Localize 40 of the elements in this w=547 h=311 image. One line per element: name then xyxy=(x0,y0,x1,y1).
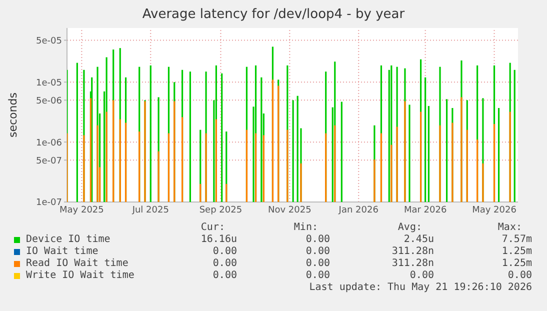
text: 0.00 xyxy=(212,246,237,257)
text: 0.00 xyxy=(212,258,237,269)
y-axis-title: seconds xyxy=(6,92,20,138)
legend-label: Write IO Wait time xyxy=(26,270,134,281)
y-tick-label: 5e-07 xyxy=(36,156,62,166)
text: 2.45u xyxy=(404,234,434,245)
text: Cur: xyxy=(200,222,225,233)
legend-label: IO Wait time xyxy=(26,246,98,257)
text: 0.00 xyxy=(306,234,330,245)
legend-label: Read IO Wait time xyxy=(26,258,128,269)
x-tick-label: Sep 2025 xyxy=(199,205,242,216)
text: 0.00 xyxy=(508,270,532,281)
text: 1.25m xyxy=(502,258,532,269)
text: 16.16u xyxy=(200,234,237,245)
y-tick-label: 5e-05 xyxy=(36,36,62,46)
text: 0.00 xyxy=(306,270,330,281)
text: Last update: Thu May 21 19:26:10 2026 xyxy=(309,282,532,293)
text: 311.28n xyxy=(392,258,434,269)
text: 1.25m xyxy=(502,246,532,257)
y-tick-label: 1e-06 xyxy=(36,138,62,148)
text: 0.00 xyxy=(410,270,434,281)
text: Max: xyxy=(498,222,522,233)
x-tick-label: Jan 2026 xyxy=(338,205,379,216)
x-tick-label: Mar 2026 xyxy=(404,205,447,216)
y-tick-label: 5e-06 xyxy=(36,96,62,106)
text: 0.00 xyxy=(306,258,330,269)
x-tick-label: Jul 2025 xyxy=(131,205,169,216)
text: Avg: xyxy=(398,222,422,233)
text: Min: xyxy=(294,222,318,233)
text: 0.00 xyxy=(212,270,237,281)
text: 0.00 xyxy=(306,246,330,257)
chart-title: Average latency for /dev/loop4 - by year xyxy=(141,7,406,22)
x-tick-label: May 2025 xyxy=(60,205,104,216)
y-tick-label: 1e-05 xyxy=(36,78,62,88)
y-tick-label: 1e-07 xyxy=(36,198,62,208)
legend-label: Device IO time xyxy=(26,234,110,245)
x-tick-label: Nov 2025 xyxy=(268,205,312,216)
text: 311.28n xyxy=(392,246,434,257)
text: 7.57m xyxy=(502,234,532,245)
x-tick-label: May 2026 xyxy=(472,205,517,216)
